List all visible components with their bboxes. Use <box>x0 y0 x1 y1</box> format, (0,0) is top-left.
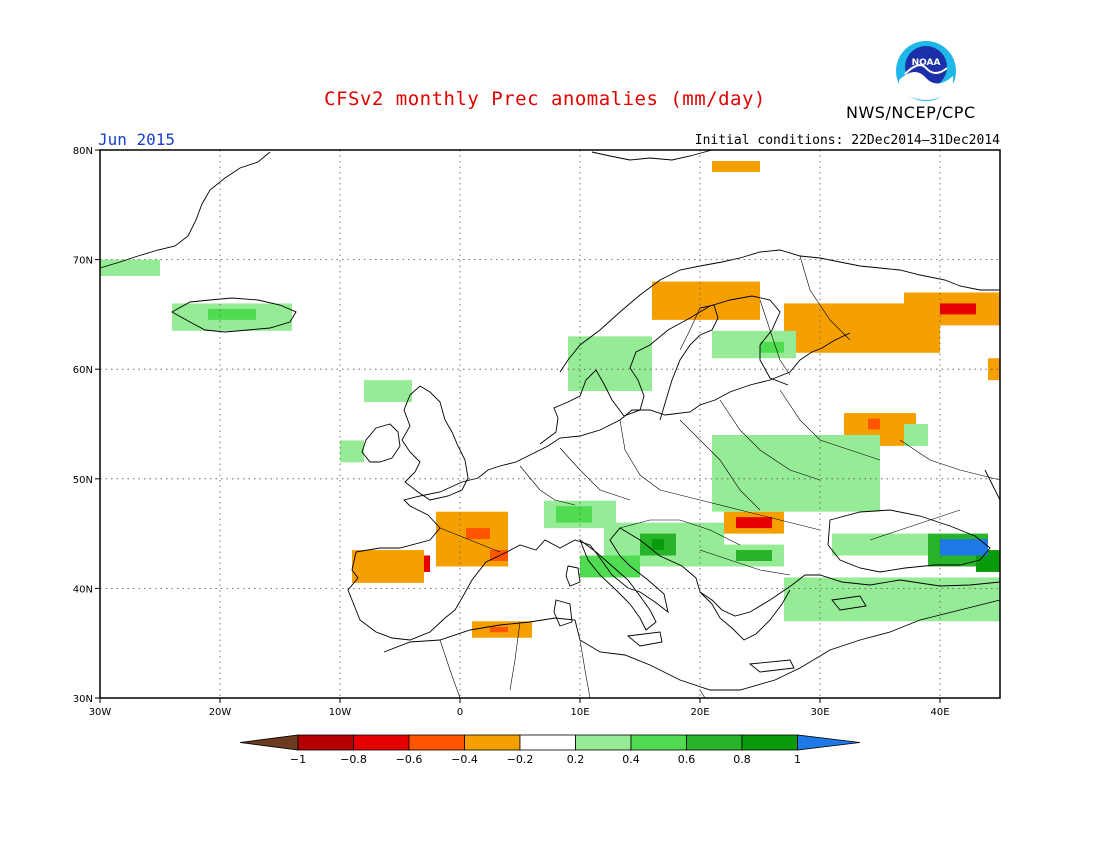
colorbar-label: −0.2 <box>507 753 534 766</box>
colorbar-swatch <box>408 734 465 751</box>
lat-tick-label: 40N <box>73 584 93 595</box>
lon-tick-label: 10E <box>570 707 589 718</box>
anomaly-cell <box>712 160 760 172</box>
colorbar-label: 0.8 <box>733 753 751 766</box>
anomaly-cell <box>466 528 490 540</box>
colorbar-arrow-low <box>239 734 299 751</box>
anomaly-cell <box>556 506 592 523</box>
anomaly-cell <box>364 380 412 403</box>
colorbar-swatch <box>353 734 410 751</box>
anomaly-cell <box>736 550 772 561</box>
title-text: CFSv2 monthly Prec anomalies (mm/day) <box>324 88 766 110</box>
colorbar-swatch <box>575 734 632 751</box>
anomaly-cell <box>784 577 1000 622</box>
colorbar-label: 0.6 <box>678 753 696 766</box>
colorbar-arrow-high <box>797 734 861 751</box>
colorbar-label: −1 <box>290 753 306 766</box>
colorbar-swatch <box>741 734 798 751</box>
colorbar-swatch <box>630 734 687 751</box>
logo-text: NOAA <box>912 58 941 68</box>
agency-label: NWS/NCEP/CPC <box>846 103 976 122</box>
colorbar-label: 0.4 <box>622 753 640 766</box>
anomaly-cell <box>712 434 880 512</box>
colorbar-swatch <box>297 734 354 751</box>
anomaly-cell <box>760 341 784 353</box>
initial-conditions-label: Initial conditions: 22Dec2014–31Dec2014 <box>694 133 1000 148</box>
colorbar-label: 0.2 <box>567 753 585 766</box>
noaa-logo: NOAA <box>895 40 957 102</box>
coastlines <box>99 149 1001 691</box>
lat-tick-label: 70N <box>73 256 93 267</box>
anomaly-cell <box>490 626 508 633</box>
anomaly-cell <box>652 281 760 320</box>
colorbar: −1 −0.8 −0.6 −0.4 −0.2 0.2 0.4 0.6 0.8 1 <box>239 734 861 766</box>
anomaly-layer <box>100 160 1000 638</box>
colorbar-swatch <box>686 734 743 751</box>
anomaly-cell <box>100 259 160 277</box>
anomaly-cell <box>340 440 364 463</box>
axis-ticks: 30W 20W 10W 0 10E 20E 30E 40E 30N 40N 50N 60N 70N 80N <box>73 146 950 718</box>
anomaly-cell <box>568 336 652 392</box>
lon-tick-label: 30E <box>810 707 829 718</box>
anomaly-cell <box>832 533 928 556</box>
anomaly-cell <box>736 517 772 529</box>
anomaly-cell <box>652 539 664 551</box>
colorbar-label: −0.8 <box>340 753 367 766</box>
lat-tick-label: 30N <box>73 694 93 705</box>
lon-tick-label: 0 <box>457 707 463 718</box>
anomaly-cell <box>868 418 880 430</box>
lon-tick-label: 20W <box>209 707 232 718</box>
map-frame <box>99 149 1001 699</box>
lat-tick-label: 60N <box>73 365 93 376</box>
anomaly-cell <box>208 308 256 320</box>
graticule <box>100 150 1000 698</box>
colorbar-label: −0.6 <box>396 753 423 766</box>
lon-tick-label: 30W <box>89 707 112 718</box>
anomaly-cell <box>988 358 1000 381</box>
colorbar-label: −0.4 <box>451 753 478 766</box>
chart-title: CFSv2 monthly Prec anomalies (mm/day) <box>0 88 1100 110</box>
lon-tick-label: 20E <box>690 707 709 718</box>
lon-tick-label: 40E <box>930 707 949 718</box>
anomaly-cell <box>940 303 976 315</box>
colorbar-label: 1 <box>794 753 801 766</box>
lon-tick-label: 10W <box>329 707 352 718</box>
month-label: Jun 2015 <box>98 130 176 149</box>
colorbar-swatch <box>464 734 521 751</box>
anomaly-cell <box>352 550 424 583</box>
lat-tick-label: 50N <box>73 475 93 486</box>
anomaly-cell <box>904 424 928 446</box>
colorbar-swatch <box>519 734 576 751</box>
lat-tick-label: 80N <box>73 146 93 157</box>
anomaly-cell <box>940 539 988 556</box>
